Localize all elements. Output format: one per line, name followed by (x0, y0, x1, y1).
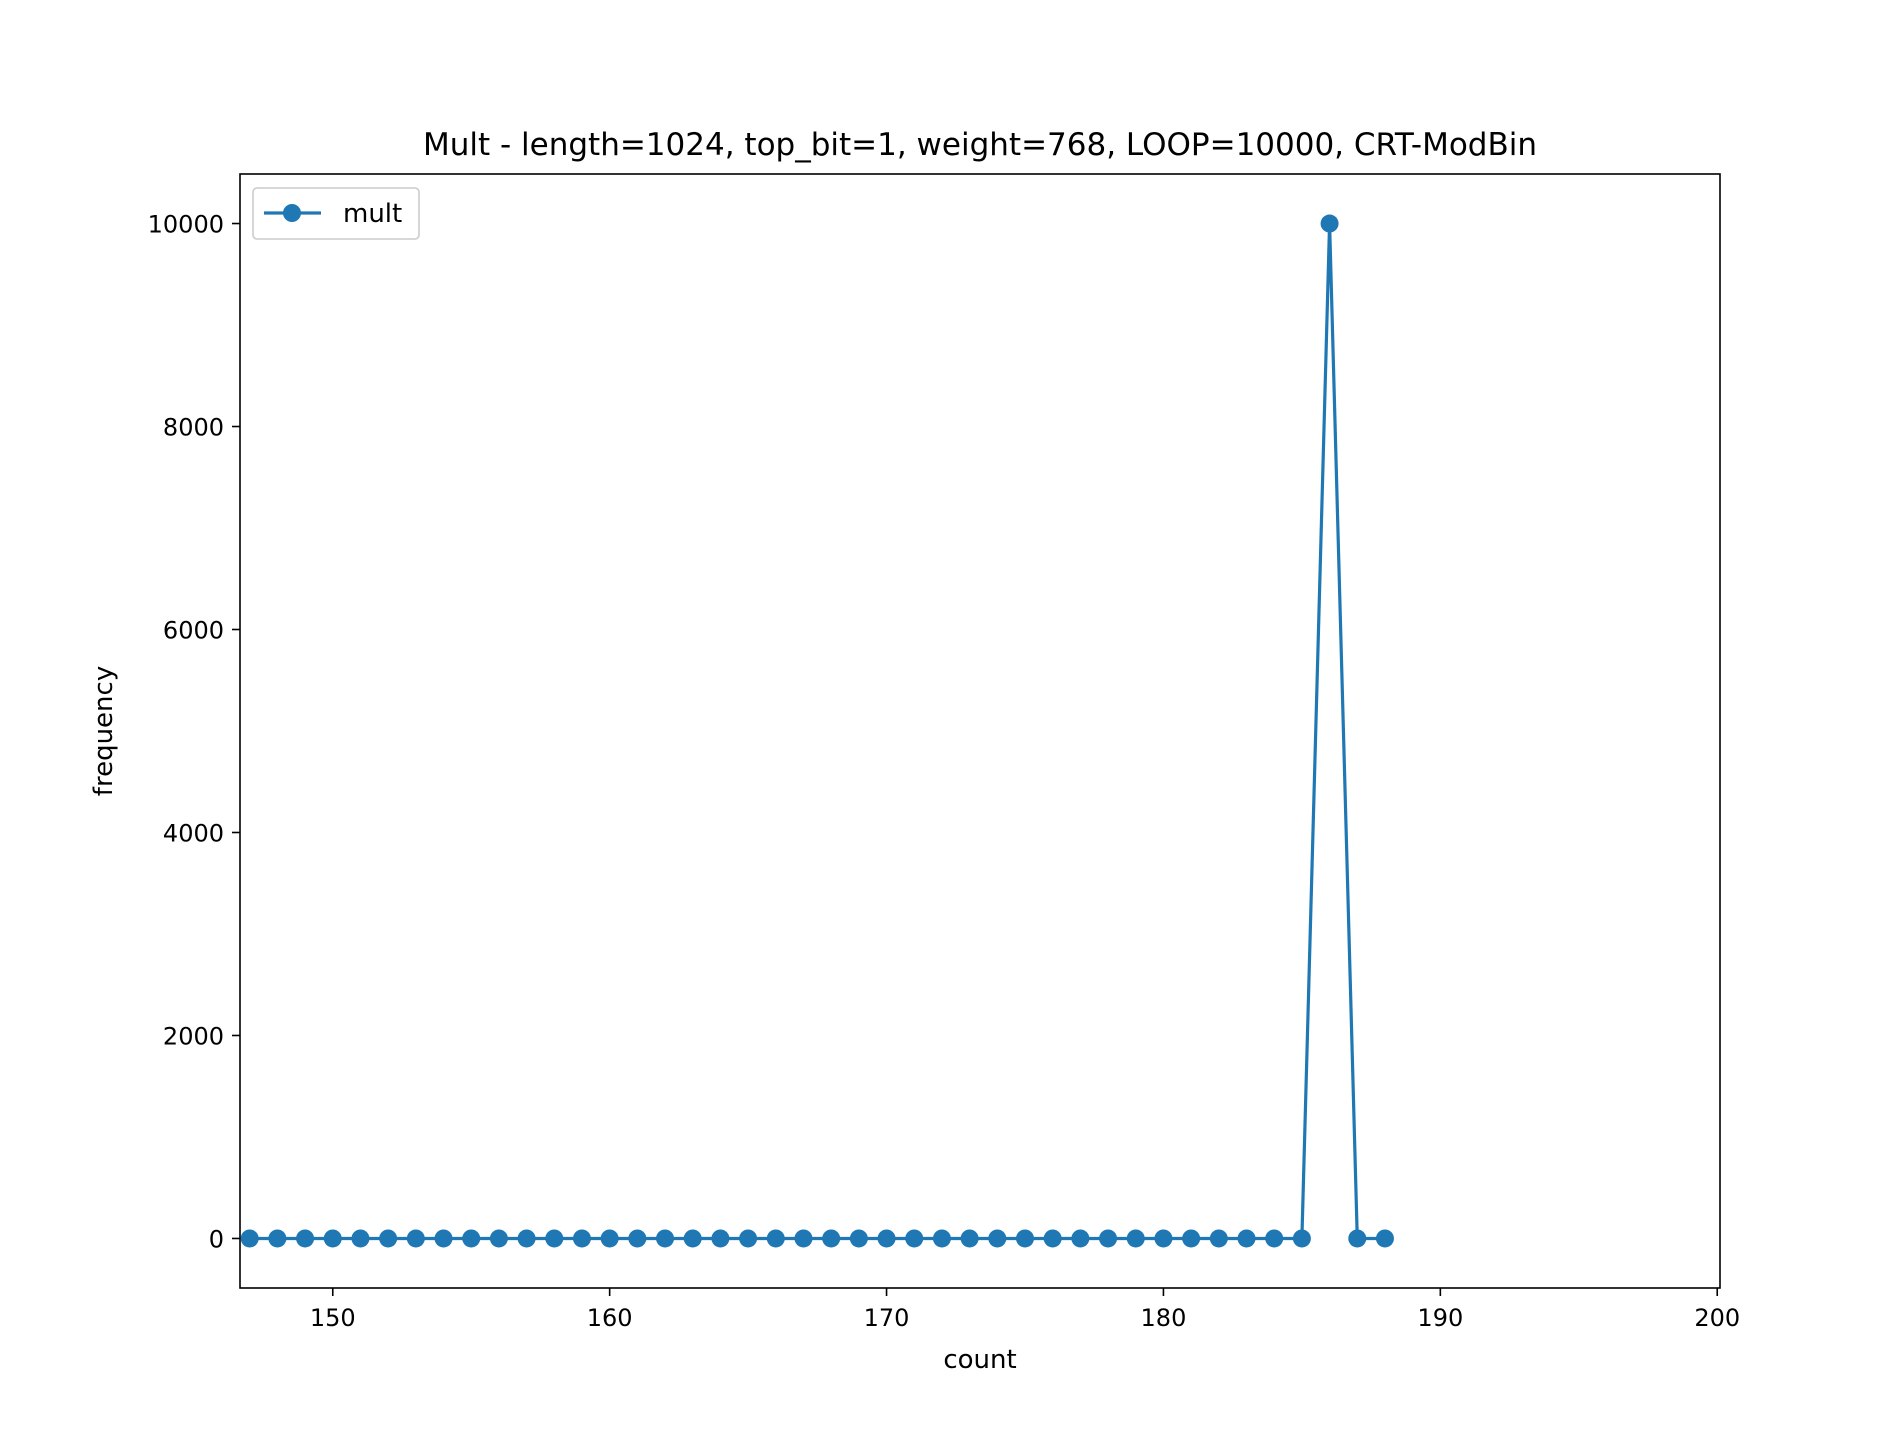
y-tick-label: 10000 (148, 211, 224, 239)
data-point (489, 1229, 508, 1248)
y-axis-label: frequency (89, 666, 119, 796)
data-point (1320, 214, 1339, 233)
data-point (323, 1229, 342, 1248)
data-point (1071, 1229, 1090, 1248)
y-tick-label: 0 (209, 1225, 224, 1253)
y-tick-label: 2000 (163, 1022, 224, 1050)
plot-frame (239, 173, 1721, 1289)
x-axis-label: count (943, 1345, 1016, 1375)
chart-title: Mult - length=1024, top_bit=1, weight=76… (423, 127, 1537, 163)
x-tick-label: 170 (864, 1304, 910, 1332)
x-tick-label: 160 (587, 1304, 633, 1332)
legend-label: mult (343, 199, 402, 229)
data-point (1126, 1229, 1145, 1248)
data-point (1292, 1229, 1311, 1248)
legend: mult (252, 187, 420, 240)
x-axis: 150 160 170 180 190 200 (310, 1288, 1740, 1332)
y-axis: 0 2000 4000 6000 8000 10000 (148, 211, 240, 1253)
data-point (240, 1229, 259, 1248)
y-tick-label: 6000 (163, 617, 224, 645)
data-point (1182, 1229, 1201, 1248)
data-point (711, 1229, 730, 1248)
legend-marker (283, 204, 301, 222)
data-point (1043, 1229, 1062, 1248)
data-point (849, 1229, 868, 1248)
data-point (462, 1229, 481, 1248)
y-tick-label: 4000 (163, 819, 224, 847)
data-point (766, 1229, 785, 1248)
data-point (296, 1229, 315, 1248)
data-point (988, 1229, 1007, 1248)
data-point (794, 1229, 813, 1248)
data-point (434, 1229, 453, 1248)
data-point (1348, 1229, 1367, 1248)
data-point (905, 1229, 924, 1248)
data-point (406, 1229, 425, 1248)
data-point (572, 1229, 591, 1248)
data-point (1237, 1229, 1256, 1248)
x-tick-label: 190 (1417, 1304, 1463, 1332)
data-point (268, 1229, 287, 1248)
y-tick-label: 8000 (163, 414, 224, 442)
x-tick-label: 180 (1141, 1304, 1187, 1332)
data-point (517, 1229, 536, 1248)
data-point (1209, 1229, 1228, 1248)
data-point (1265, 1229, 1284, 1248)
x-tick-label: 150 (310, 1304, 356, 1332)
data-point (1016, 1229, 1034, 1248)
data-point (1154, 1229, 1173, 1248)
plot-area (240, 214, 1394, 1248)
data-point (351, 1229, 370, 1248)
legend-box (252, 187, 420, 240)
x-tick-label: 200 (1694, 1304, 1740, 1332)
data-point (379, 1229, 398, 1248)
data-point (600, 1229, 619, 1248)
data-point (683, 1229, 702, 1248)
data-point (877, 1229, 896, 1248)
data-point (932, 1229, 951, 1248)
data-point (960, 1229, 979, 1248)
data-point (739, 1229, 758, 1248)
data-point (1375, 1229, 1394, 1248)
data-point (545, 1229, 564, 1248)
data-point (822, 1229, 841, 1248)
data-point (656, 1229, 675, 1248)
data-point (628, 1229, 647, 1248)
data-point (1099, 1229, 1118, 1248)
